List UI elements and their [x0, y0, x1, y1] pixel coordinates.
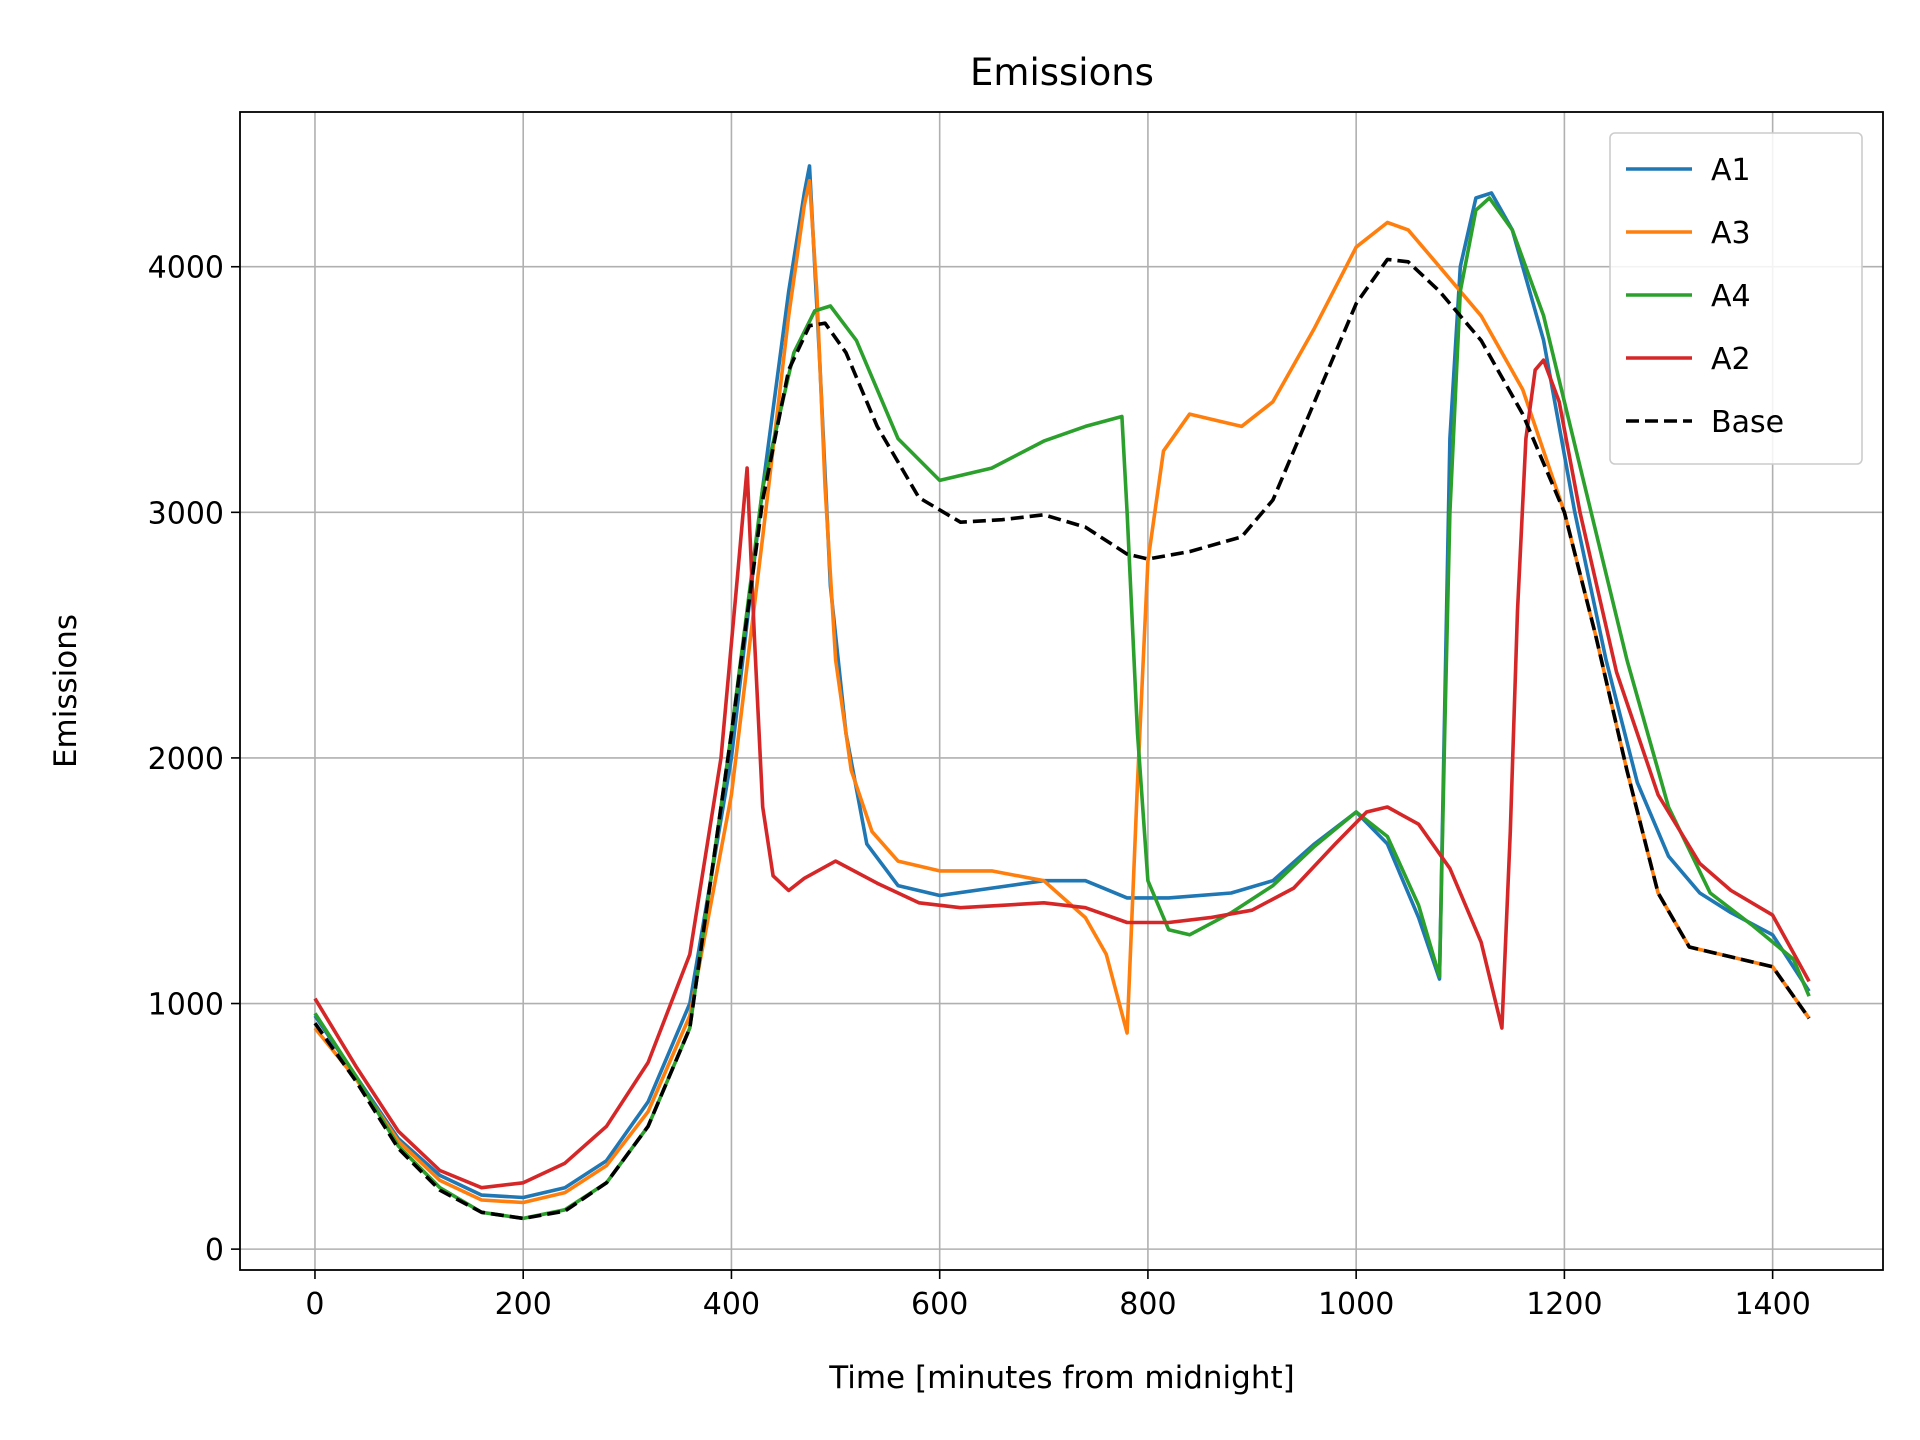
legend-label-a2: A2 [1711, 342, 1751, 377]
series-lines [313, 164, 1811, 1221]
series-line-a2 [313, 358, 1811, 1190]
x-tick-label: 200 [495, 1287, 552, 1322]
y-tick-label: 1000 [148, 988, 224, 1023]
x-tick-label: 800 [1119, 1287, 1176, 1322]
legend-box [1609, 132, 1863, 465]
x-tick-label: 1400 [1734, 1287, 1810, 1322]
y-tick-label: 4000 [148, 251, 224, 286]
legend-label-a3: A3 [1711, 216, 1751, 251]
x-tick-label: 1000 [1318, 1287, 1394, 1322]
series-line-a3 [313, 179, 1811, 1205]
x-axis-label: Time [minutes from midnight] [828, 1360, 1294, 1396]
plot-frame [239, 111, 1884, 1271]
series-line-a4 [313, 196, 1811, 1221]
y-tick-label: 0 [205, 1233, 224, 1268]
y-tick-label: 3000 [148, 496, 224, 531]
legend-label-a4: A4 [1711, 279, 1751, 314]
x-tick-label: 600 [911, 1287, 968, 1322]
legend: A1 A3 A4 A2 Base [1609, 132, 1863, 465]
legend-label-base: Base [1711, 405, 1784, 440]
y-tick-label: 2000 [148, 742, 224, 777]
x-tick-label: 400 [703, 1287, 760, 1322]
x-tick-label: 0 [305, 1287, 324, 1322]
chart-title: Emissions [970, 51, 1154, 94]
legend-label-a1: A1 [1711, 153, 1751, 188]
axis-ticks: 0 200 400 600 800 1000 1200 1400 0 1000 2000 3000 40… [148, 251, 1811, 1322]
series-line-base [313, 257, 1811, 1221]
x-tick-label: 1200 [1526, 1287, 1602, 1322]
series-line-a1 [313, 164, 1811, 1200]
y-axis-label: Emissions [48, 614, 84, 768]
